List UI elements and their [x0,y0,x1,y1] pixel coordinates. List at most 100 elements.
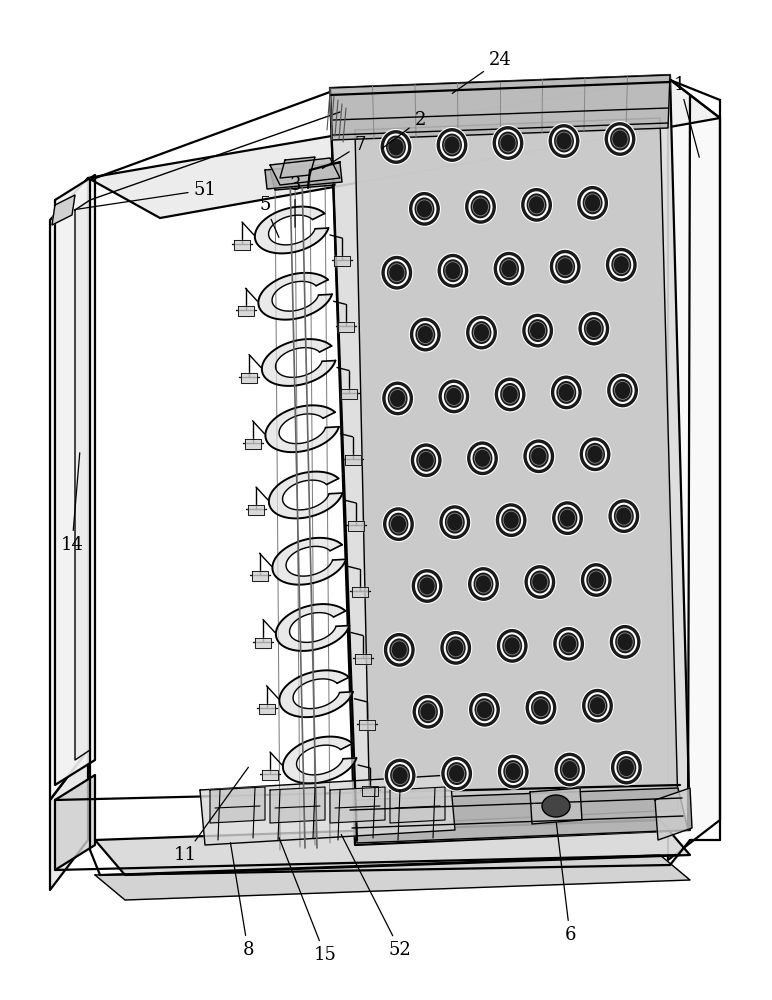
Ellipse shape [613,256,629,274]
Ellipse shape [542,795,570,817]
Ellipse shape [607,373,638,408]
Ellipse shape [476,701,493,719]
Polygon shape [280,157,315,178]
Text: 8: 8 [231,843,254,959]
Polygon shape [241,372,257,382]
Polygon shape [273,538,346,585]
Ellipse shape [611,750,642,785]
Ellipse shape [408,191,441,226]
Ellipse shape [548,124,580,158]
Ellipse shape [475,449,490,467]
Polygon shape [262,339,336,386]
Polygon shape [262,770,278,780]
Ellipse shape [381,255,413,290]
Ellipse shape [524,565,556,599]
Ellipse shape [554,752,586,787]
Ellipse shape [420,703,436,721]
Polygon shape [283,737,357,783]
Ellipse shape [609,624,641,659]
Polygon shape [655,788,692,840]
Ellipse shape [466,315,497,350]
Ellipse shape [472,198,489,216]
Text: 51: 51 [75,181,216,210]
Ellipse shape [391,641,408,659]
Polygon shape [255,638,271,648]
Ellipse shape [388,138,404,156]
Ellipse shape [469,692,500,727]
Polygon shape [95,855,690,900]
Polygon shape [52,195,75,225]
Ellipse shape [588,571,604,589]
Ellipse shape [418,326,433,344]
Ellipse shape [503,511,519,529]
Ellipse shape [502,385,518,403]
Ellipse shape [496,628,528,663]
Polygon shape [270,165,335,190]
Ellipse shape [416,200,432,218]
Ellipse shape [468,567,499,601]
Polygon shape [362,786,378,796]
Polygon shape [270,787,325,823]
Ellipse shape [409,317,442,352]
Ellipse shape [476,575,492,593]
Text: 52: 52 [341,834,411,959]
Polygon shape [259,273,332,320]
Polygon shape [210,787,265,823]
Ellipse shape [494,377,526,412]
Ellipse shape [391,515,407,533]
Polygon shape [248,505,264,515]
Polygon shape [351,587,367,597]
Ellipse shape [551,501,584,536]
Ellipse shape [500,134,516,152]
Ellipse shape [550,375,582,410]
Ellipse shape [531,447,547,465]
Text: 15: 15 [279,838,337,964]
Ellipse shape [612,130,628,148]
Ellipse shape [384,758,416,793]
Ellipse shape [437,253,469,288]
Ellipse shape [584,194,601,212]
Polygon shape [269,472,343,518]
Ellipse shape [438,379,470,414]
Text: 2: 2 [382,111,425,148]
Ellipse shape [618,759,635,777]
Ellipse shape [412,694,444,729]
Ellipse shape [448,639,464,657]
Polygon shape [265,163,342,189]
Polygon shape [276,604,350,651]
Ellipse shape [522,313,554,348]
Ellipse shape [382,507,415,542]
Ellipse shape [390,389,405,407]
Ellipse shape [530,322,546,340]
Ellipse shape [493,251,525,286]
Ellipse shape [558,383,574,401]
Ellipse shape [560,509,575,527]
Ellipse shape [617,633,633,651]
Ellipse shape [587,445,603,463]
Ellipse shape [418,451,434,469]
Ellipse shape [497,754,530,789]
Polygon shape [279,670,353,717]
Ellipse shape [581,563,612,597]
Ellipse shape [581,688,614,723]
Polygon shape [330,75,670,140]
Polygon shape [245,439,260,449]
Ellipse shape [557,258,573,276]
Ellipse shape [438,505,471,540]
Ellipse shape [556,132,572,150]
Ellipse shape [473,324,489,342]
Ellipse shape [615,381,631,399]
Polygon shape [88,78,720,218]
Ellipse shape [465,189,496,224]
Polygon shape [200,775,455,845]
Ellipse shape [436,128,468,162]
Ellipse shape [608,499,640,534]
Ellipse shape [383,632,415,667]
Ellipse shape [586,320,602,338]
Polygon shape [355,788,688,843]
Polygon shape [252,571,268,581]
Ellipse shape [492,126,524,160]
Polygon shape [259,704,275,714]
Ellipse shape [381,381,414,416]
Polygon shape [344,455,361,465]
